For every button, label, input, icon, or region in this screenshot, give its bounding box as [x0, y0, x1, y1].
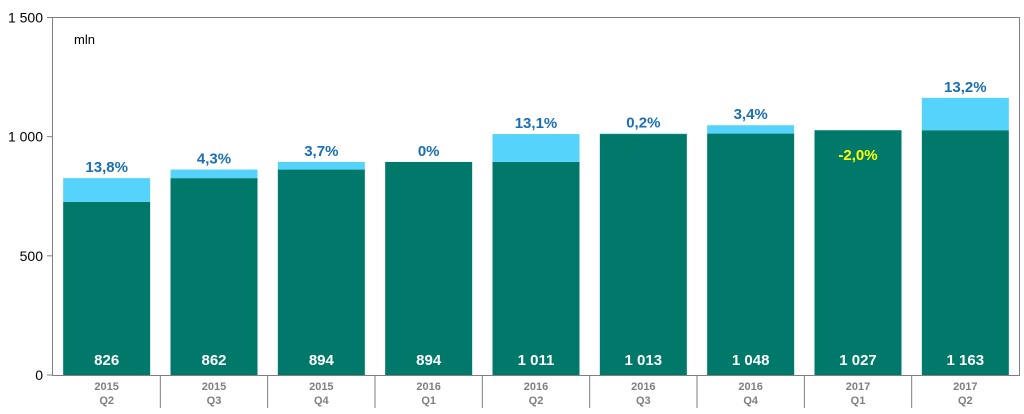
bar-value-label: 826 — [94, 352, 119, 369]
bar-base — [170, 178, 258, 375]
bar-base — [921, 130, 1009, 375]
bar-value-label: 894 — [309, 352, 335, 369]
x-tick-label-year: 2017 — [953, 381, 977, 393]
bar-base — [814, 130, 902, 375]
growth-label: -2,0% — [838, 147, 877, 164]
y-tick-label: 1 000 — [8, 129, 43, 145]
unit-label: mln — [74, 32, 95, 47]
growth-label: 0,2% — [626, 115, 660, 132]
x-tick-label-quarter: Q2 — [958, 395, 973, 407]
x-tick-label-year: 2015 — [94, 381, 118, 393]
growth-label: 13,2% — [944, 79, 987, 96]
growth-label: 3,4% — [734, 106, 768, 123]
x-tick-label-quarter: Q1 — [851, 395, 866, 407]
bar-base — [277, 169, 365, 375]
x-tick-label-year: 2016 — [738, 381, 762, 393]
bar-growth — [170, 169, 258, 179]
x-tick-label-year: 2017 — [846, 381, 870, 393]
x-tick-label-quarter: Q1 — [421, 395, 436, 407]
x-axis: 2015 Q2 2015 Q3 2015 Q4 2016 Q1 2016 Q2 2016 Q3 2016… — [94, 375, 978, 408]
y-tick-label: 0 — [35, 367, 43, 383]
bar-growth — [63, 178, 151, 202]
x-tick-label-year: 2016 — [416, 381, 440, 393]
y-tick-label: 1 500 — [8, 10, 43, 26]
x-tick-label-quarter: Q4 — [314, 395, 330, 407]
x-tick-label-year: 2015 — [202, 381, 226, 393]
bar-base — [385, 161, 473, 375]
bar-value-label: 894 — [416, 352, 442, 369]
bar-growth — [921, 97, 1009, 131]
bar-base — [599, 134, 687, 375]
x-tick-label-year: 2016 — [524, 381, 548, 393]
bar-base — [707, 133, 795, 375]
bar-growth — [492, 134, 580, 162]
bar-value-label: 862 — [201, 352, 226, 369]
y-tick-label: 500 — [20, 248, 44, 264]
bar-value-label: 1 013 — [625, 352, 663, 369]
bar-base — [63, 201, 151, 375]
bar-value-label: 1 011 — [518, 352, 555, 369]
bar-growth — [707, 125, 795, 134]
x-tick-label-quarter: Q2 — [529, 395, 544, 407]
bar-growth — [277, 161, 365, 170]
bar-value-label: 1 027 — [839, 352, 877, 369]
growth-label: 13,1% — [515, 115, 558, 132]
x-tick-label-quarter: Q2 — [99, 395, 114, 407]
x-tick-label-quarter: Q3 — [207, 395, 222, 407]
growth-label: 13,8% — [85, 159, 128, 176]
bar-value-label: 1 048 — [732, 352, 770, 369]
plot-frame — [52, 17, 1020, 376]
x-tick-label-year: 2015 — [309, 381, 333, 393]
bar-value-label: 1 163 — [947, 352, 985, 369]
x-tick-label-quarter: Q3 — [636, 395, 651, 407]
x-tick-label-quarter: Q4 — [743, 395, 759, 407]
growth-label: 4,3% — [197, 151, 231, 168]
growth-label: 3,7% — [304, 143, 338, 160]
x-tick-label-year: 2016 — [631, 381, 655, 393]
growth-label: 0% — [418, 143, 440, 160]
bar-base — [492, 161, 580, 375]
bars: 826 13,8% 862 4,3% 894 3,7% 894 0% 1 011 13,1% 1 0… — [63, 79, 1009, 375]
y-axis: 0 500 1 000 1 500 — [8, 10, 53, 383]
